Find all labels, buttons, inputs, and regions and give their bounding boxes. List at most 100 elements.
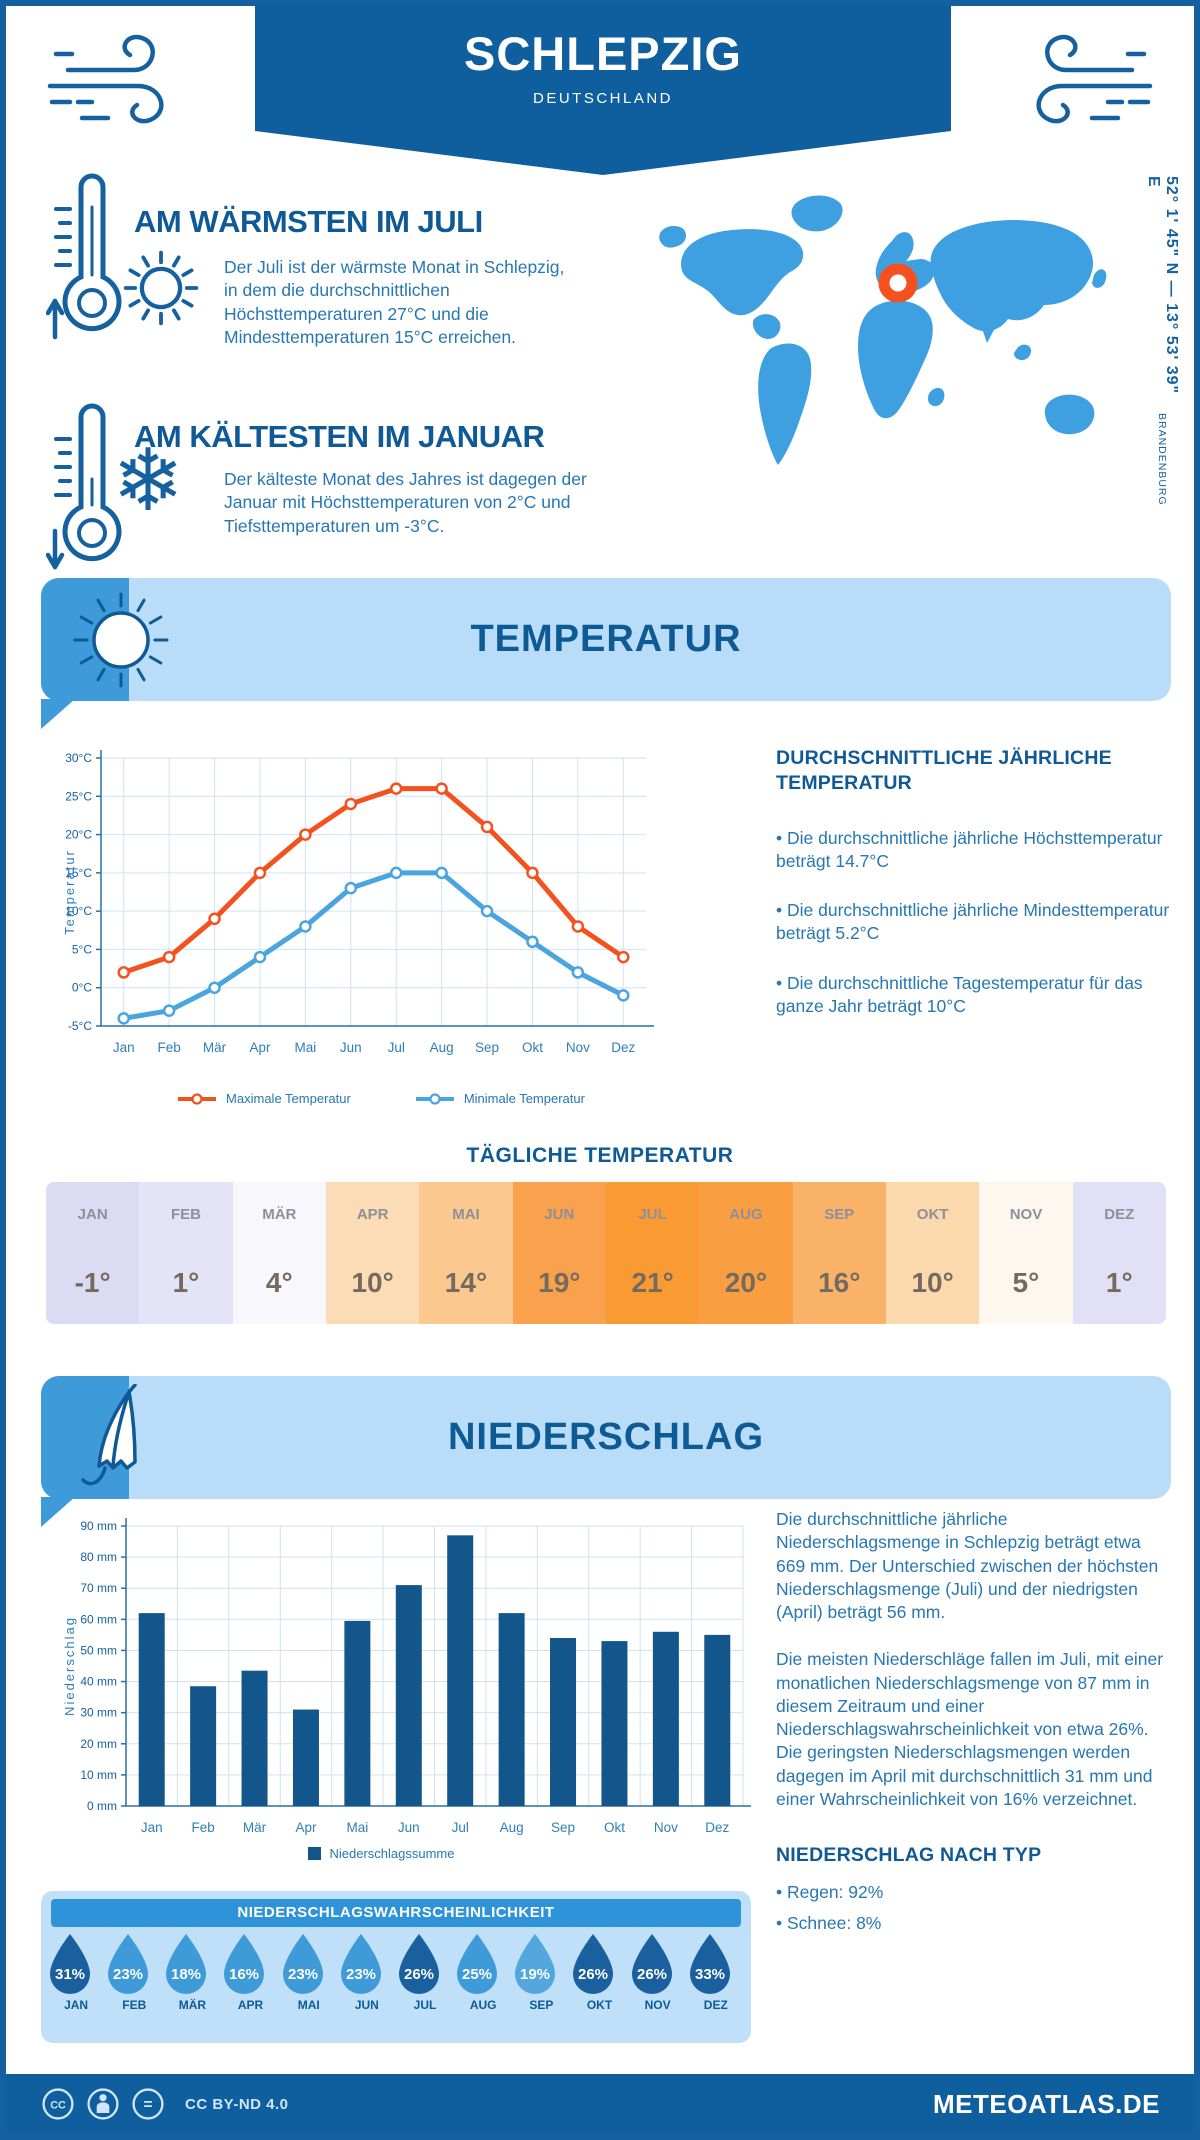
probability-drop-cell: 23% MAI <box>280 1933 338 2012</box>
x-tick-label: Nov <box>566 1040 590 1055</box>
daily-month-cell: OKT <box>885 1182 980 1244</box>
bar <box>704 1634 731 1806</box>
map-indonesia <box>1014 344 1032 361</box>
thermometer-ticks <box>54 207 72 267</box>
drop-percentage: 33% <box>695 1966 725 1983</box>
legend-item: Niederschlagssumme <box>307 1846 455 1861</box>
x-tick-label: Dez <box>611 1040 635 1055</box>
drop-month-label: APR <box>237 1998 264 2012</box>
precipitation-probability-panel: NIEDERSCHLAGSWAHRSCHEINLICHKEIT 31% JAN 23… <box>41 1891 751 2043</box>
legend-line-swatch <box>178 1092 217 1105</box>
data-point <box>162 950 176 964</box>
x-tick-label: Feb <box>191 1820 214 1835</box>
x-tick-label: Nov <box>654 1820 678 1835</box>
legend-label: Maximale Temperatur <box>226 1091 351 1106</box>
probability-drop-cell: 26% NOV <box>629 1933 687 2012</box>
bullet-min: • Die durchschnittliche jährliche Mindes… <box>776 900 1170 944</box>
data-point <box>571 920 585 933</box>
cold-heading: AM KÄLTESTEN IM JANUAR <box>134 419 545 454</box>
drop-month-label: NOV <box>644 1998 671 2012</box>
drop-month-label: OKT <box>586 1998 613 2012</box>
thermometer-up-icon <box>46 173 122 340</box>
umbrella-fold <box>111 1390 131 1468</box>
y-tick-label: 15°C <box>65 866 92 880</box>
bar <box>498 1613 525 1806</box>
data-point <box>253 950 267 964</box>
water-drop-icon: 23% <box>340 1934 381 1994</box>
y-axis-label: Temperatur <box>62 849 77 935</box>
daily-month-cell: DEZ <box>1072 1182 1166 1244</box>
probability-header: NIEDERSCHLAGSWAHRSCHEINLICHKEIT <box>51 1899 741 1927</box>
y-tick-label: 25°C <box>65 789 92 803</box>
thermometer-body <box>62 403 122 562</box>
x-tick-label: Jan <box>113 1040 135 1055</box>
daily-value-cell: 20° <box>699 1244 793 1324</box>
drop-month-label: FEB <box>122 1998 147 2012</box>
daily-value-cell: 4° <box>232 1244 326 1324</box>
temperature-line-chart: -5°C 0°C 5°C 10°C 15°C 20°C 25°C 30°C Jan Feb Mär A… <box>62 750 654 1055</box>
daily-month-cell: MÄR <box>232 1182 326 1244</box>
y-tick-label: 20 mm <box>80 1737 117 1751</box>
x-tick-label: Sep <box>475 1040 499 1055</box>
map-north-america <box>681 229 804 316</box>
x-tick-label: Apr <box>249 1040 271 1055</box>
license-label: CC BY-ND 4.0 <box>185 2095 289 2113</box>
x-tick-label: Mai <box>346 1820 368 1835</box>
y-tick-label: 80 mm <box>80 1550 117 1564</box>
sun-disc <box>139 266 183 310</box>
wind-icon <box>1036 34 1153 124</box>
world-map <box>659 195 1107 465</box>
wind-curl-bottom <box>1036 83 1153 124</box>
bullet-day: • Die durchschnittliche Tagestemperatur … <box>776 972 1143 1017</box>
header-banner-point <box>255 131 951 175</box>
y-tick-label: 40 mm <box>80 1675 117 1689</box>
arrow-up-icon <box>46 298 65 340</box>
data-point <box>526 866 539 880</box>
arrow-down-icon <box>46 528 65 570</box>
y-tick-label: 90 mm <box>80 1519 117 1533</box>
water-drop-icon: 18% <box>166 1934 207 1994</box>
probability-drop-cell: 16% APR <box>221 1933 279 2012</box>
data-point <box>480 904 494 918</box>
page-subtitle: DEUTSCHLAND <box>532 90 673 107</box>
bar <box>652 1631 679 1806</box>
x-tick-label: Jun <box>340 1040 362 1055</box>
daily-value-cell: 21° <box>605 1244 700 1324</box>
license-group: CC = CC BY-ND 4.0 <box>40 2086 289 2122</box>
data-point <box>526 935 539 949</box>
wind-curl-top <box>1045 34 1135 73</box>
bar <box>190 1686 217 1806</box>
water-drop-icon: 23% <box>108 1934 149 1994</box>
y-tick-label: 50 mm <box>80 1643 117 1657</box>
wind-icon <box>47 34 164 124</box>
drop-percentage: 23% <box>113 1966 143 1983</box>
annual-temperature-heading: DURCHSCHNITTLICHE JÄHRLICHE TEMPERATUR <box>776 747 1112 795</box>
data-point <box>117 966 130 979</box>
map-central-america <box>752 314 781 339</box>
daily-value-row: -1° 1° 4° 10° 14° 19° 21° 20° 16° 10° 5° 1° <box>46 1244 1166 1324</box>
y-tick-label: 5°C <box>72 942 92 956</box>
map-africa <box>858 300 933 419</box>
y-axis-label: Niederschlag <box>62 1616 77 1716</box>
precipitation-type-heading: NIEDERSCHLAG NACH TYP <box>776 1844 1042 1867</box>
drop-month-label: DEZ <box>703 1998 728 2012</box>
drop-month-label: JUN <box>354 1998 379 2012</box>
y-tick-label: 30 mm <box>80 1706 117 1720</box>
bar <box>138 1613 165 1806</box>
annual-temperature-bullets: • Die durchschnittliche jährliche Höchst… <box>776 827 1172 1019</box>
daily-value-cell: 16° <box>792 1244 886 1324</box>
warm-heading: AM WÄRMSTEN IM JULI <box>134 204 483 239</box>
probability-drop-cell: 23% FEB <box>105 1933 163 2012</box>
probability-drop-cell: 26% JUL <box>396 1933 454 2012</box>
banner-tail <box>41 699 75 729</box>
drop-percentage: 26% <box>404 1966 434 1983</box>
water-drop-icon: 16% <box>224 1934 265 1994</box>
type-rain: • Regen: 92% <box>776 1881 884 1902</box>
drop-percentage: 19% <box>520 1966 550 1983</box>
daily-value-cell: 1° <box>1072 1244 1166 1324</box>
thermometer-ticks <box>54 437 72 497</box>
no-derivatives-icon: = <box>132 2088 164 2120</box>
x-tick-label: Sep <box>551 1820 575 1835</box>
precipitation-paragraph-1: Die durchschnittliche jährliche Niedersc… <box>776 1509 1159 1623</box>
probability-drop-cell: 26% OKT <box>570 1933 628 2012</box>
